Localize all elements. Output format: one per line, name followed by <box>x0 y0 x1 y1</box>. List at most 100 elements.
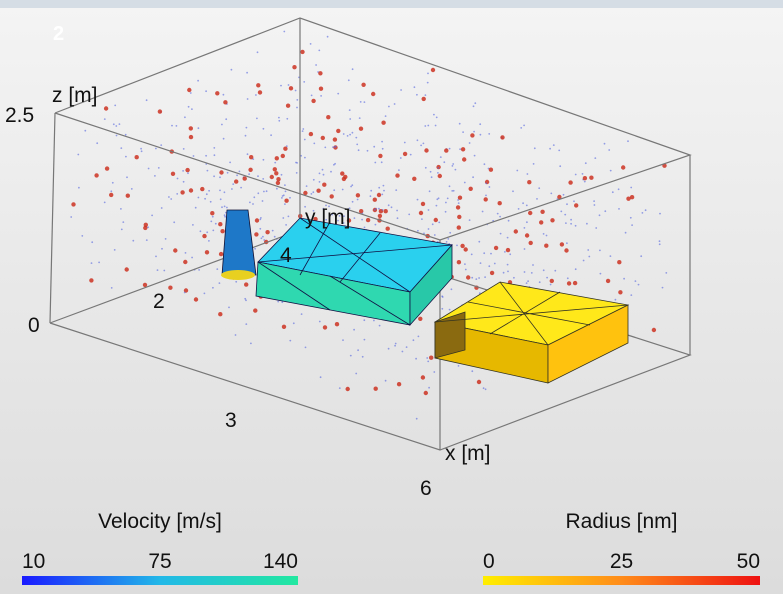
particle <box>403 152 407 156</box>
particle <box>320 95 322 97</box>
particle <box>659 243 661 245</box>
particle <box>125 156 127 158</box>
particle <box>396 210 398 212</box>
particle <box>394 103 396 105</box>
particle <box>425 94 427 96</box>
particle <box>575 174 577 176</box>
particle <box>531 272 533 274</box>
particle <box>477 380 481 384</box>
particle <box>197 80 199 82</box>
particle <box>322 183 326 187</box>
particle <box>518 208 520 210</box>
particle <box>421 218 423 220</box>
particle <box>449 185 451 187</box>
particle <box>248 173 250 175</box>
particle <box>143 226 147 230</box>
particle <box>461 147 465 151</box>
particle <box>625 232 627 234</box>
particle <box>458 365 460 367</box>
particle <box>155 256 157 258</box>
particle <box>418 317 422 321</box>
particle <box>259 228 261 230</box>
particle <box>262 236 264 238</box>
particle <box>488 133 490 135</box>
particle <box>160 144 162 146</box>
particle <box>573 281 577 285</box>
particle <box>185 168 189 172</box>
particle <box>319 173 321 175</box>
particle <box>478 277 480 279</box>
particle <box>416 418 418 420</box>
particle <box>190 92 192 94</box>
particle <box>449 309 451 311</box>
particle <box>524 248 526 250</box>
particle <box>440 156 442 158</box>
particle <box>414 86 416 88</box>
particle <box>398 169 400 171</box>
particle <box>559 165 561 167</box>
particle <box>125 134 127 136</box>
particle <box>285 224 287 226</box>
particle <box>343 133 345 135</box>
particle <box>303 81 305 83</box>
particle <box>422 97 426 101</box>
particle <box>631 224 633 226</box>
particle <box>456 205 460 209</box>
particle <box>195 207 197 209</box>
particle <box>352 68 354 70</box>
particle <box>225 118 227 120</box>
particle <box>506 248 510 252</box>
particle <box>228 307 230 309</box>
particle <box>223 138 225 140</box>
particle <box>378 154 382 158</box>
particle <box>311 95 313 97</box>
particle <box>78 187 80 189</box>
axis-label: x [m] <box>445 442 491 465</box>
particle <box>140 148 142 150</box>
particle <box>489 168 493 172</box>
particle <box>250 343 252 345</box>
panel-label: 2 <box>53 23 64 45</box>
particle <box>236 174 238 176</box>
particle <box>394 345 396 347</box>
particle <box>231 188 233 190</box>
particle <box>583 260 585 262</box>
particle <box>529 241 533 245</box>
particle <box>464 263 466 265</box>
particle <box>187 88 191 92</box>
particle <box>437 167 439 169</box>
particle <box>523 125 525 127</box>
particle <box>276 188 278 190</box>
particle <box>278 120 280 122</box>
particle <box>281 174 283 176</box>
particle <box>260 217 262 219</box>
particle <box>218 222 222 226</box>
particle <box>621 165 625 169</box>
colorbar-tick-label: 50 <box>737 550 760 573</box>
particle <box>212 230 214 232</box>
particle <box>244 282 248 286</box>
particle <box>356 144 358 146</box>
particle <box>266 190 268 192</box>
particle <box>417 199 419 201</box>
particle <box>595 227 597 229</box>
particle <box>566 203 568 205</box>
particle <box>318 50 320 52</box>
particle <box>200 230 202 232</box>
particle <box>104 106 108 110</box>
particle <box>419 211 423 215</box>
particle <box>313 143 315 145</box>
particle <box>219 170 223 174</box>
particle <box>292 65 296 69</box>
particle <box>334 163 336 165</box>
particle <box>189 135 193 139</box>
particle <box>283 31 285 33</box>
particle <box>158 167 160 169</box>
particle <box>434 234 436 236</box>
particle <box>563 194 565 196</box>
particle <box>311 99 315 103</box>
particle <box>574 203 578 207</box>
particle <box>126 194 130 198</box>
particle <box>247 153 249 155</box>
particle <box>246 72 248 74</box>
